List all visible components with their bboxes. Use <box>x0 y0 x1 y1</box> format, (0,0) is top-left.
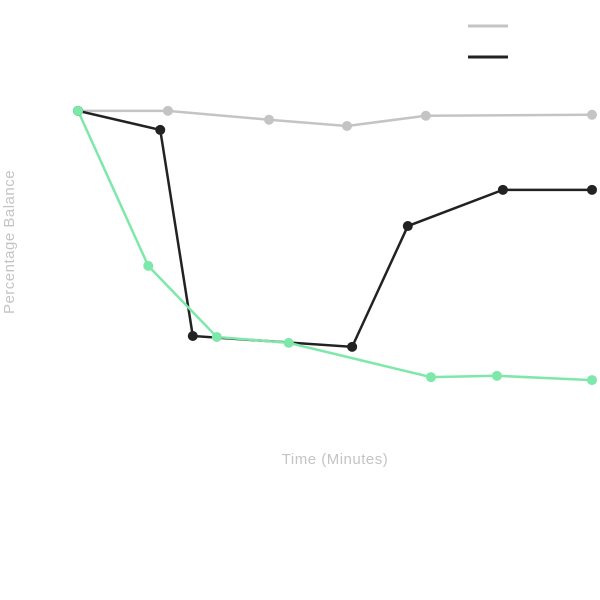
data-point <box>587 109 597 120</box>
series-line <box>77 109 592 349</box>
data-point <box>211 331 222 342</box>
data-point <box>264 114 275 125</box>
data-point <box>587 184 597 195</box>
data-point <box>341 120 352 131</box>
data-point <box>425 372 436 383</box>
data-point <box>187 330 198 341</box>
series-line <box>78 109 593 128</box>
data-point <box>155 124 166 135</box>
data-point <box>347 341 358 352</box>
data-point <box>587 375 597 386</box>
data-point <box>402 221 413 232</box>
x-axis-label: Time (Minutes) <box>282 451 388 468</box>
data-point <box>491 370 502 381</box>
data-point <box>497 184 508 195</box>
data-point <box>162 105 173 116</box>
series-line <box>76 110 593 382</box>
data-point <box>73 105 83 116</box>
y-axis-label: Percentage Balance <box>1 170 18 314</box>
data-point <box>420 110 431 121</box>
data-point <box>283 337 294 348</box>
data-point <box>143 260 154 271</box>
